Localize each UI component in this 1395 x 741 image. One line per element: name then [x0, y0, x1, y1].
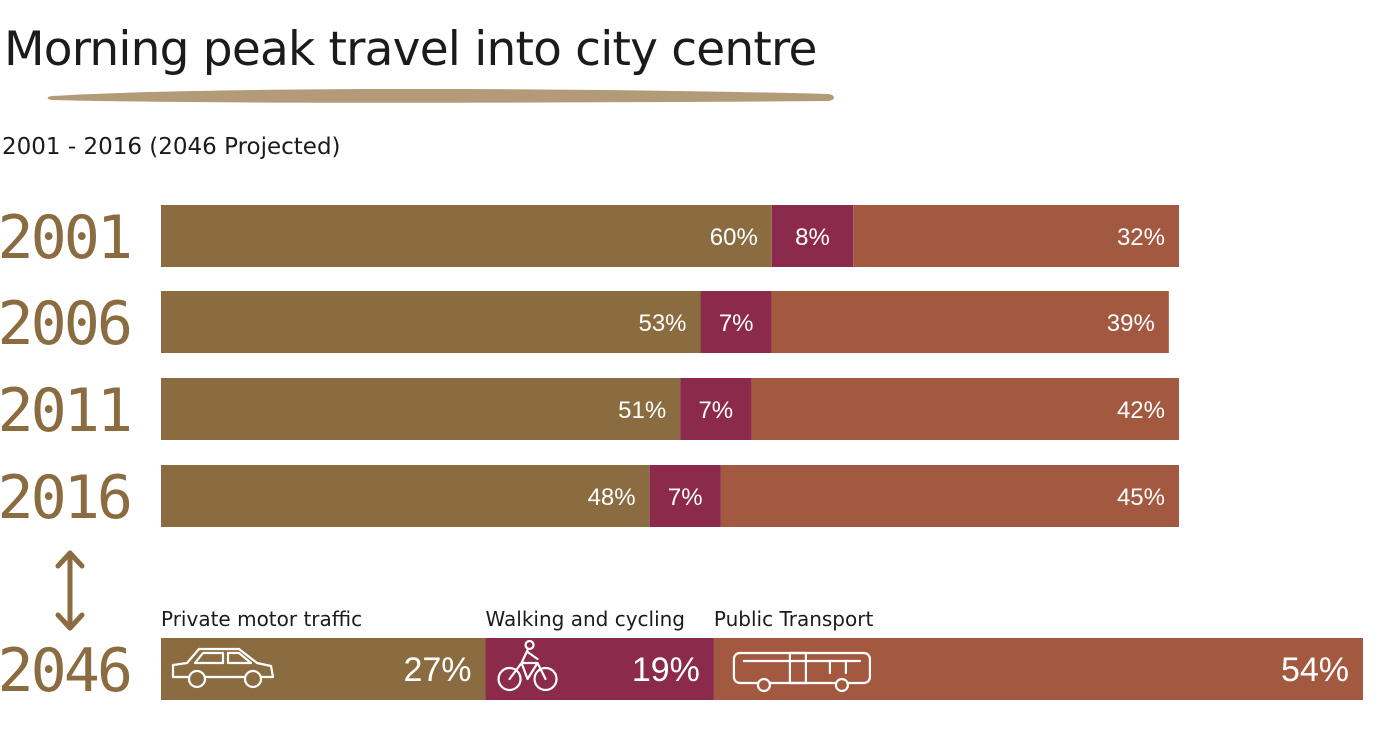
bicycle-icon — [497, 639, 558, 692]
projection-arrow-icon — [55, 550, 85, 631]
bar-row-2016: 2016 48% 7% 45% — [0, 463, 1179, 533]
value-label-public-transport-2016: 45% — [1117, 484, 1165, 511]
value-label-public-transport-2001: 32% — [1117, 224, 1165, 251]
value-label-walking-and-cycling-2001: 8% — [795, 224, 830, 251]
legend-label-walking-and-cycling: Walking and cycling — [486, 607, 685, 631]
bar-segment-public-transport-2006 — [771, 291, 1169, 353]
title-underline — [47, 88, 834, 103]
bar-segment-public-transport-2016 — [720, 465, 1179, 527]
bar-row-2046: 2046 27% Private motor traffic 19% Walking a… — [0, 607, 1363, 706]
bar-segment-private-motor-traffic-2016 — [161, 465, 650, 527]
value-label-private-motor-traffic-2046: 27% — [403, 651, 471, 689]
value-label-private-motor-traffic-2006: 53% — [638, 310, 686, 337]
bar-segment-walking-and-cycling-2016 — [649, 465, 721, 527]
bar-segment-private-motor-traffic-2006 — [161, 291, 701, 353]
value-label-public-transport-2011: 42% — [1117, 397, 1165, 424]
bar-segment-walking-and-cycling-2011 — [680, 378, 752, 440]
year-label-2001: 2001 — [0, 203, 130, 273]
bar-segment-public-transport-2046 — [713, 638, 1363, 700]
bar-segment-private-motor-traffic-2001 — [161, 205, 772, 267]
bar-segment-public-transport-2001 — [853, 205, 1179, 267]
value-label-private-motor-traffic-2001: 60% — [710, 224, 758, 251]
year-label-2016: 2016 — [0, 463, 130, 533]
bar-segment-walking-and-cycling-2001 — [771, 205, 854, 267]
value-label-walking-and-cycling-2006: 7% — [719, 310, 754, 337]
bus-icon — [732, 651, 872, 693]
bar-segment-private-motor-traffic-2011 — [161, 378, 681, 440]
value-label-private-motor-traffic-2016: 48% — [588, 484, 636, 511]
legend-label-public-transport: Public Transport — [714, 607, 874, 631]
bar-row-2006: 2006 53% 7% 39% — [0, 289, 1169, 359]
year-label-2011: 2011 — [0, 376, 130, 446]
chart-title: Morning peak travel into city centre — [4, 22, 817, 77]
value-label-walking-and-cycling-2016: 7% — [668, 484, 703, 511]
value-label-public-transport-2046: 54% — [1281, 651, 1349, 689]
title-underline-stroke — [47, 88, 834, 103]
year-label-2006: 2006 — [0, 289, 130, 359]
car-icon — [171, 647, 275, 689]
bar-row-2011: 2011 51% 7% 42% — [0, 376, 1179, 446]
bar-segment-walking-and-cycling-2006 — [700, 291, 772, 353]
value-label-walking-and-cycling-2046: 19% — [632, 651, 700, 689]
legend-label-private-motor-traffic: Private motor traffic — [161, 607, 362, 631]
bar-segment-public-transport-2011 — [751, 378, 1179, 440]
bar-row-2001: 2001 60% 8% 32% — [0, 203, 1179, 273]
value-label-walking-and-cycling-2011: 7% — [698, 397, 733, 424]
value-label-public-transport-2006: 39% — [1107, 310, 1155, 337]
year-label-2046: 2046 — [0, 636, 130, 706]
value-label-private-motor-traffic-2011: 51% — [618, 397, 666, 424]
chart-subtitle: 2001 - 2016 (2046 Projected) — [2, 134, 341, 160]
